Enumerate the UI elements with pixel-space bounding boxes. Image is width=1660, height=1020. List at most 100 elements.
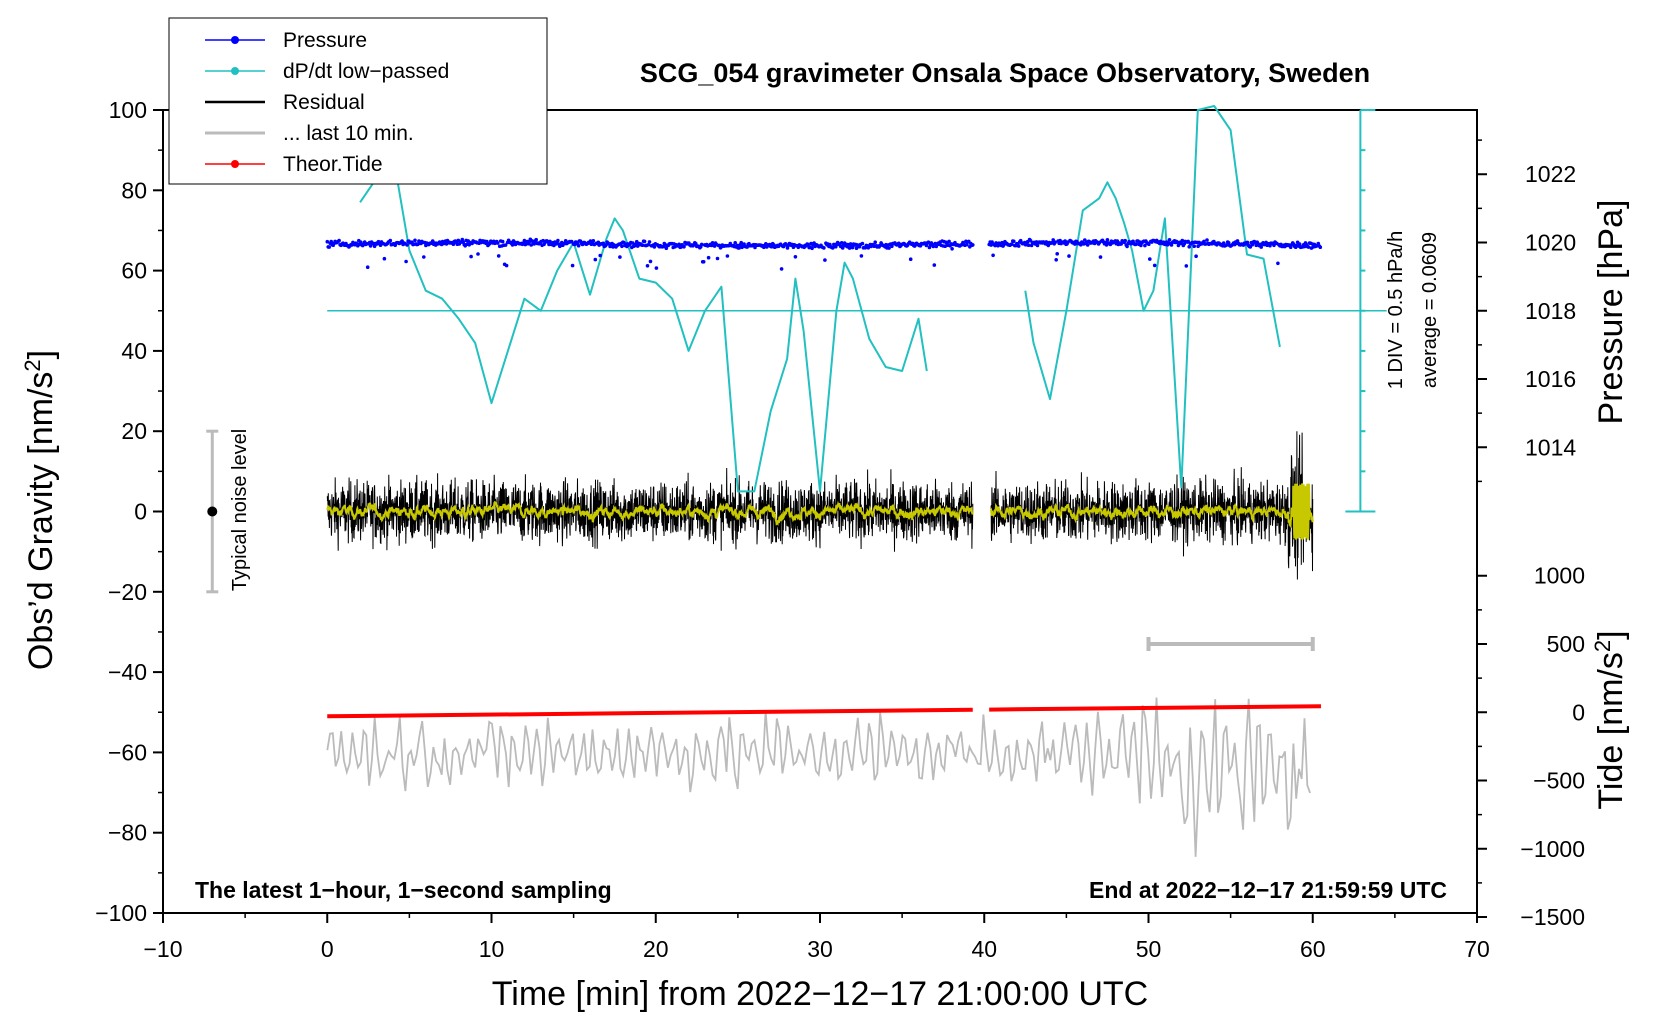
pressure-point [859,254,864,258]
pressure-point [834,244,838,249]
pressure-point [327,245,332,249]
pressure-point [1134,242,1138,247]
y-tick-label: −100 [95,900,147,926]
chart-title: SCG_054 gravimeter Onsala Space Observat… [640,58,1370,88]
pressure-point [1245,240,1250,245]
pressure-point [618,255,622,259]
pressure-point [887,246,891,250]
theor-tide-line [989,704,1321,712]
pressure-point [1187,245,1191,249]
pressure-point [1063,239,1067,243]
pressure-point [1026,243,1031,247]
y-tick-label: 60 [121,258,147,284]
pressure-point [529,243,533,247]
last-10-min-line [326,697,1311,857]
pressure-point [476,252,480,256]
legend-label: ... last 10 min. [283,122,414,145]
pressure-point [496,254,501,258]
x-tick-label: 30 [807,936,833,962]
pressure-point [652,245,657,249]
pressure-point [1105,238,1110,242]
residual-smoothed-line [326,500,974,526]
pressure-point [932,263,937,267]
pressure-point [1167,238,1172,242]
pressure-point [647,240,652,244]
y-tick-label: 0 [134,499,147,525]
pressure-axis-ticks: 1014 1016 1018 1020 1022 [1477,139,1576,483]
pressure-point [646,242,651,247]
pressure-tick-label: 1022 [1525,161,1576,187]
dpdt-series [359,105,1281,493]
pressure-point [1147,242,1151,246]
noise-bar-center [207,506,218,517]
x-tick-label: 50 [1136,936,1162,962]
pressure-point [737,246,741,250]
pressure-point [779,267,784,271]
pressure-point [1306,245,1311,249]
tide-axis-label: Tide [nm/s2] [1590,630,1630,809]
pressure-point [1276,261,1280,266]
residual-line [326,467,974,552]
pressure-point [1016,244,1021,248]
pressure-point [522,238,527,243]
pressure-point [1012,239,1016,244]
y-tick-label: 80 [121,177,147,203]
pressure-point [1139,243,1143,248]
pressure-point [965,242,969,247]
pressure-point [1028,238,1033,243]
pressure-point [706,255,711,260]
pressure-point [1192,244,1196,248]
pressure-point [1148,257,1152,261]
pressure-point [620,244,624,249]
tide-tick-label: −500 [1533,768,1585,794]
pressure-tick-label: 1020 [1525,229,1576,255]
y-tick-label: 20 [121,418,147,444]
pressure-point [908,257,913,262]
pressure-point [694,241,698,246]
pressure-point [701,260,706,264]
pressure-point [1259,245,1263,249]
pressure-point [1152,263,1157,268]
bottom-left-note: The latest 1−hour, 1−second sampling [195,877,612,903]
pressure-point [1053,240,1057,244]
pressure-point [596,240,601,245]
x-tick-label: 0 [321,936,334,962]
noise-label: Typical noise level [229,429,251,591]
pressure-point [873,240,877,244]
y-tick-label: −40 [108,659,147,685]
pressure-point [570,263,575,268]
last-10-min-range-bar [1146,636,1315,651]
pressure-point [495,241,500,245]
y-label-sup: 2 [20,359,45,371]
pressure-point [548,239,552,244]
pressure-point [1125,244,1129,249]
pressure-point [682,245,686,249]
pressure-point [1123,238,1127,243]
typical-noise-bar [206,429,219,594]
y-label-end: ] [22,350,60,359]
pressure-point [793,254,798,259]
residual-series [326,431,1314,580]
dpdt-scale-bar [327,109,1387,513]
y-tick-label: −80 [108,820,147,846]
pressure-point [931,244,936,249]
pressure-point [569,239,574,244]
tide-tick-label: 1000 [1534,563,1585,589]
pressure-point [1098,255,1103,259]
pressure-point [1085,243,1090,247]
pressure-point [405,243,409,247]
pressure-point [654,266,659,270]
dpdt-note-2: average = 0.0609 [1419,232,1441,388]
pressure-point [897,241,901,246]
pressure-point [1054,258,1058,262]
pressure-point [699,242,704,247]
pressure-point [500,239,505,244]
tide-tick-label: 500 [1547,631,1585,657]
pressure-tick-label: 1018 [1525,298,1576,324]
pressure-point [860,241,865,246]
residual-smoothed-series [326,483,1314,540]
pressure-point [943,244,947,248]
pressure-point [733,241,737,245]
tide-tick-label: −1000 [1520,836,1585,862]
